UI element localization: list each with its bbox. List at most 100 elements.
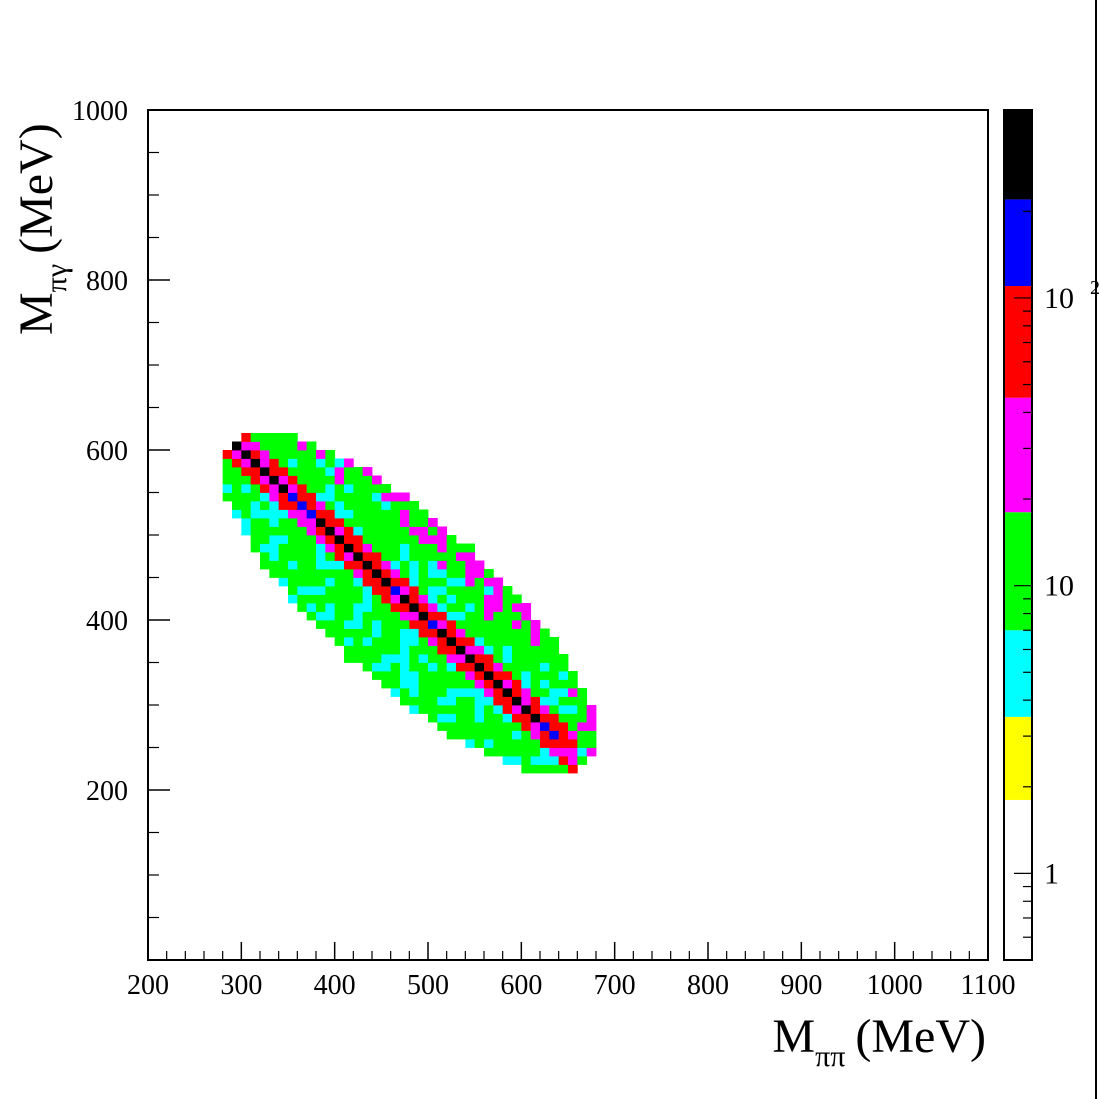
- heatmap-cell: [400, 586, 410, 595]
- heatmap-cell: [521, 688, 532, 697]
- heatmap-cell: [288, 475, 298, 485]
- heatmap-cell: [558, 739, 569, 748]
- colorbar-band: [1004, 199, 1032, 287]
- heatmap-cell: [400, 569, 410, 578]
- heatmap-cell: [372, 543, 382, 553]
- x-tick-label: 400: [314, 970, 356, 1001]
- heatmap-cell: [232, 509, 242, 519]
- colorbar-frame: [1003, 109, 1033, 961]
- heatmap-cell: [334, 560, 345, 570]
- heatmap-cell: [474, 662, 485, 672]
- heatmap-cell: [232, 458, 242, 468]
- heatmap-cell: [465, 671, 476, 680]
- heatmap-cell: [428, 645, 438, 655]
- heatmap-cell: [456, 628, 466, 638]
- heatmap-cell: [260, 518, 270, 527]
- heatmap-cell: [418, 586, 429, 595]
- heatmap-cell: [493, 747, 504, 757]
- heatmap-cell: [465, 654, 476, 663]
- heatmap-cell: [474, 620, 485, 629]
- heatmap-cell: [418, 688, 429, 697]
- heatmap-cell: [549, 764, 560, 774]
- heatmap-cell: [334, 501, 345, 510]
- heatmap-cell: [344, 569, 354, 578]
- heatmap-cell: [316, 569, 326, 578]
- heatmap-cell: [512, 620, 522, 629]
- heatmap-cell: [372, 645, 382, 655]
- heatmap-cell: [400, 620, 410, 629]
- heatmap-cell: [288, 501, 298, 510]
- heatmap-cell: [456, 569, 466, 578]
- heatmap-cell: [474, 696, 485, 706]
- heatmap-cell: [269, 543, 280, 553]
- heatmap-cell: [297, 526, 308, 536]
- heatmap-cell: [437, 696, 448, 706]
- y-axis: 200 400 600 800 1000: [72, 96, 170, 919]
- heatmap-cell: [297, 475, 308, 485]
- heatmap-cell: [428, 705, 438, 714]
- heatmap-cell: [278, 450, 289, 459]
- heatmap-cell: [390, 577, 401, 587]
- heatmap-cell: [446, 688, 457, 697]
- heatmap-cell: [446, 679, 457, 689]
- heatmap-cell: [409, 501, 420, 510]
- heatmap-cell: [484, 569, 494, 578]
- heatmap-cell: [456, 679, 466, 689]
- heatmap-cell: [353, 569, 364, 578]
- heatmap-cell: [530, 747, 541, 757]
- x-tick-label: 1000: [867, 970, 923, 1001]
- x-tick-label: 500: [407, 970, 449, 1001]
- heatmap-cell: [446, 620, 457, 629]
- heatmap-cell: [297, 594, 308, 604]
- heatmap-cell: [474, 671, 485, 680]
- heatmap-cell: [577, 747, 588, 757]
- heatmap-cell: [400, 509, 410, 519]
- heatmap-cell: [512, 671, 522, 680]
- heatmap-cell: [288, 594, 298, 604]
- heatmap-cell: [493, 688, 504, 697]
- heatmap-cell: [493, 713, 504, 723]
- heatmap-cell: [512, 747, 522, 757]
- heatmap-cell: [540, 688, 550, 697]
- heatmap-cell: [288, 484, 298, 493]
- heatmap-cell: [381, 509, 392, 519]
- heatmap-cell: [493, 696, 504, 706]
- heatmap-cell: [260, 458, 270, 468]
- heatmap-cell: [306, 569, 317, 578]
- y-axis-title-main: M: [10, 292, 63, 335]
- heatmap-cell: [446, 543, 457, 553]
- heatmap-cell: [260, 450, 270, 459]
- heatmap-cell: [325, 577, 336, 587]
- heatmap-cell: [418, 705, 429, 714]
- heatmap-cell: [297, 552, 308, 561]
- heatmap-cell: [502, 688, 513, 697]
- heatmap-cell: [502, 730, 513, 740]
- heatmap-cell: [428, 620, 438, 629]
- heatmap-cell: [400, 662, 410, 672]
- heatmap-cell: [372, 526, 382, 536]
- heatmap-cell: [325, 628, 336, 638]
- heatmap-cell: [288, 518, 298, 527]
- heatmap-cell: [241, 433, 252, 442]
- heatmap-cell: [316, 586, 326, 595]
- heatmap-cell: [418, 696, 429, 706]
- heatmap-cell: [540, 679, 550, 689]
- heatmap-cell: [428, 577, 438, 587]
- heatmap-cell: [465, 739, 476, 748]
- heatmap-cell: [232, 492, 242, 502]
- heatmap-cell: [558, 713, 569, 723]
- heatmap-cell: [381, 492, 392, 502]
- heatmap-cell: [568, 696, 578, 706]
- heatmap-cell: [493, 577, 504, 587]
- heatmap-cell: [390, 569, 401, 578]
- heatmap-cell: [278, 433, 289, 442]
- heatmap-cell: [530, 628, 541, 638]
- heatmap-cell: [250, 441, 261, 451]
- heatmap-cell: [381, 671, 392, 680]
- heatmap-cell: [418, 569, 429, 578]
- heatmap-cell: [446, 637, 457, 646]
- heatmap-cell: [428, 696, 438, 706]
- heatmap-cell: [381, 628, 392, 638]
- heatmap-cell: [502, 713, 513, 723]
- heatmap-cell: [428, 688, 438, 697]
